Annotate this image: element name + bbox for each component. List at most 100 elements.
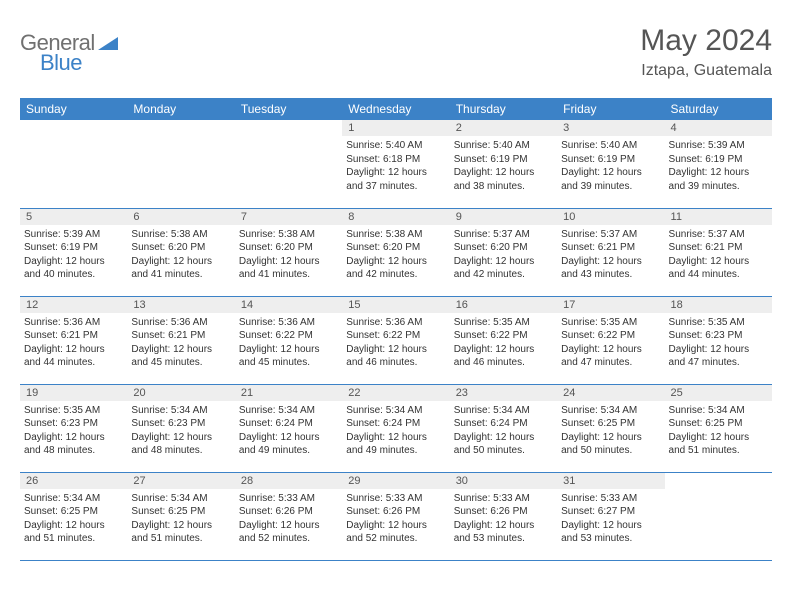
sunset-line: Sunset: 6:23 PM xyxy=(669,329,768,343)
sunrise-line: Sunrise: 5:37 AM xyxy=(669,228,768,242)
day-details: Sunrise: 5:34 AMSunset: 6:25 PMDaylight:… xyxy=(561,404,660,458)
daylight1-line: Daylight: 12 hours xyxy=(346,519,445,533)
day-number: 8 xyxy=(342,209,449,225)
sunset-line: Sunset: 6:20 PM xyxy=(346,241,445,255)
calendar-cell: 4Sunrise: 5:39 AMSunset: 6:19 PMDaylight… xyxy=(665,120,772,208)
weekday-header: Tuesday xyxy=(235,98,342,120)
day-details: Sunrise: 5:36 AMSunset: 6:21 PMDaylight:… xyxy=(131,316,230,370)
daylight1-line: Daylight: 12 hours xyxy=(239,519,338,533)
calendar-cell: 15Sunrise: 5:36 AMSunset: 6:22 PMDayligh… xyxy=(342,296,449,384)
calendar-cell: 14 Sunrise: 5:36 AMSunset: 6:22 PMDayligh… xyxy=(235,296,342,384)
weekday-header: Saturday xyxy=(665,98,772,120)
day-number: 1 xyxy=(342,120,449,136)
daylight1-line: Daylight: 12 hours xyxy=(131,431,230,445)
day-details: Sunrise: 5:34 AMSunset: 6:24 PMDaylight:… xyxy=(346,404,445,458)
daylight1-line: Daylight: 12 hours xyxy=(239,255,338,269)
sunset-line: Sunset: 6:22 PM xyxy=(239,329,338,343)
calendar-cell: 30Sunrise: 5:33 AMSunset: 6:26 PMDayligh… xyxy=(450,472,557,560)
sunrise-line: Sunrise: 5:33 AM xyxy=(239,492,338,506)
calendar-cell: 26 Sunrise: 5:34 AMSunset: 6:25 PMDayligh… xyxy=(20,472,127,560)
day-details: Sunrise: 5:35 AMSunset: 6:22 PMDaylight:… xyxy=(454,316,553,370)
calendar-cell: 28Sunrise: 5:33 AMSunset: 6:26 PMDayligh… xyxy=(235,472,342,560)
daylight2-line: and 51 minutes. xyxy=(24,532,123,546)
daylight2-line: and 41 minutes. xyxy=(239,268,338,282)
sunset-line: Sunset: 6:25 PM xyxy=(24,505,123,519)
sunrise-line: Sunrise: 5:38 AM xyxy=(131,228,230,242)
calendar-cell: 24 Sunrise: 5:34 AMSunset: 6:25 PMDayligh… xyxy=(557,384,664,472)
sunrise-line: Sunrise: 5:37 AM xyxy=(454,228,553,242)
daylight2-line: and 43 minutes. xyxy=(561,268,660,282)
day-details: Sunrise: 5:40 AMSunset: 6:19 PMDaylight:… xyxy=(561,139,660,193)
weekday-header: Sunday xyxy=(20,98,127,120)
daylight1-line: Daylight: 12 hours xyxy=(346,343,445,357)
daylight2-line: and 52 minutes. xyxy=(239,532,338,546)
daylight1-line: Daylight: 12 hours xyxy=(669,255,768,269)
sunrise-line: Sunrise: 5:38 AM xyxy=(346,228,445,242)
sunrise-line: Sunrise: 5:33 AM xyxy=(454,492,553,506)
sunrise-line: Sunrise: 5:34 AM xyxy=(24,492,123,506)
daylight1-line: Daylight: 12 hours xyxy=(24,255,123,269)
daylight2-line: and 50 minutes. xyxy=(454,444,553,458)
daylight2-line: and 41 minutes. xyxy=(131,268,230,282)
calendar-cell: 9Sunrise: 5:37 AMSunset: 6:20 PMDaylight… xyxy=(450,208,557,296)
day-number: 24 xyxy=(557,385,664,401)
sunrise-line: Sunrise: 5:34 AM xyxy=(669,404,768,418)
sunrise-line: Sunrise: 5:34 AM xyxy=(239,404,338,418)
sunrise-line: Sunrise: 5:33 AM xyxy=(346,492,445,506)
day-details: Sunrise: 5:36 AMSunset: 6:22 PMDaylight:… xyxy=(239,316,338,370)
day-number: 9 xyxy=(450,209,557,225)
day-details: Sunrise: 5:34 AMSunset: 6:25 PMDaylight:… xyxy=(669,404,768,458)
sunrise-line: Sunrise: 5:33 AM xyxy=(561,492,660,506)
daylight1-line: Daylight: 12 hours xyxy=(561,343,660,357)
sunset-line: Sunset: 6:22 PM xyxy=(454,329,553,343)
daylight2-line: and 53 minutes. xyxy=(561,532,660,546)
day-details: Sunrise: 5:37 AMSunset: 6:21 PMDaylight:… xyxy=(669,228,768,282)
day-details: Sunrise: 5:36 AMSunset: 6:22 PMDaylight:… xyxy=(346,316,445,370)
sunset-line: Sunset: 6:25 PM xyxy=(561,417,660,431)
calendar-page: General May 2024 Iztapa, Guatemala Blue … xyxy=(0,0,792,581)
sunrise-line: Sunrise: 5:35 AM xyxy=(454,316,553,330)
month-title: May 2024 xyxy=(640,24,772,58)
weekday-header-row: Sunday Monday Tuesday Wednesday Thursday… xyxy=(20,98,772,120)
sunset-line: Sunset: 6:26 PM xyxy=(454,505,553,519)
day-number: 18 xyxy=(665,297,772,313)
sunset-line: Sunset: 6:21 PM xyxy=(131,329,230,343)
sunrise-line: Sunrise: 5:36 AM xyxy=(346,316,445,330)
day-number: 14 xyxy=(235,297,342,313)
day-details: Sunrise: 5:34 AMSunset: 6:24 PMDaylight:… xyxy=(454,404,553,458)
daylight1-line: Daylight: 12 hours xyxy=(561,166,660,180)
calendar-cell: 17Sunrise: 5:35 AMSunset: 6:22 PMDayligh… xyxy=(557,296,664,384)
daylight2-line: and 49 minutes. xyxy=(346,444,445,458)
sunrise-line: Sunrise: 5:37 AM xyxy=(561,228,660,242)
calendar-cell: 19Sunrise: 5:35 AMSunset: 6:23 PMDayligh… xyxy=(20,384,127,472)
day-details: Sunrise: 5:34 AMSunset: 6:25 PMDaylight:… xyxy=(24,492,123,546)
day-number: 26 xyxy=(20,473,127,489)
logo-triangle-icon xyxy=(98,34,118,55)
sunrise-line: Sunrise: 5:35 AM xyxy=(561,316,660,330)
day-details: Sunrise: 5:35 AMSunset: 6:23 PMDaylight:… xyxy=(669,316,768,370)
calendar-cell xyxy=(665,472,772,560)
calendar-cell: 3Sunrise: 5:40 AMSunset: 6:19 PMDaylight… xyxy=(557,120,664,208)
daylight2-line: and 38 minutes. xyxy=(454,180,553,194)
day-number: 25 xyxy=(665,385,772,401)
daylight1-line: Daylight: 12 hours xyxy=(346,255,445,269)
day-number: 19 xyxy=(20,385,127,401)
day-number: 7 xyxy=(235,209,342,225)
day-details: Sunrise: 5:39 AMSunset: 6:19 PMDaylight:… xyxy=(24,228,123,282)
daylight1-line: Daylight: 12 hours xyxy=(346,431,445,445)
sunrise-line: Sunrise: 5:36 AM xyxy=(131,316,230,330)
calendar-cell xyxy=(235,120,342,208)
daylight2-line: and 53 minutes. xyxy=(454,532,553,546)
day-number: 4 xyxy=(665,120,772,136)
daylight1-line: Daylight: 12 hours xyxy=(561,255,660,269)
daylight1-line: Daylight: 12 hours xyxy=(239,431,338,445)
day-number: 5 xyxy=(20,209,127,225)
sunset-line: Sunset: 6:21 PM xyxy=(561,241,660,255)
day-number: 22 xyxy=(342,385,449,401)
sunrise-line: Sunrise: 5:39 AM xyxy=(24,228,123,242)
daylight2-line: and 45 minutes. xyxy=(131,356,230,370)
weekday-header: Wednesday xyxy=(342,98,449,120)
day-number: 17 xyxy=(557,297,664,313)
day-number: 20 xyxy=(127,385,234,401)
daylight2-line: and 44 minutes. xyxy=(669,268,768,282)
